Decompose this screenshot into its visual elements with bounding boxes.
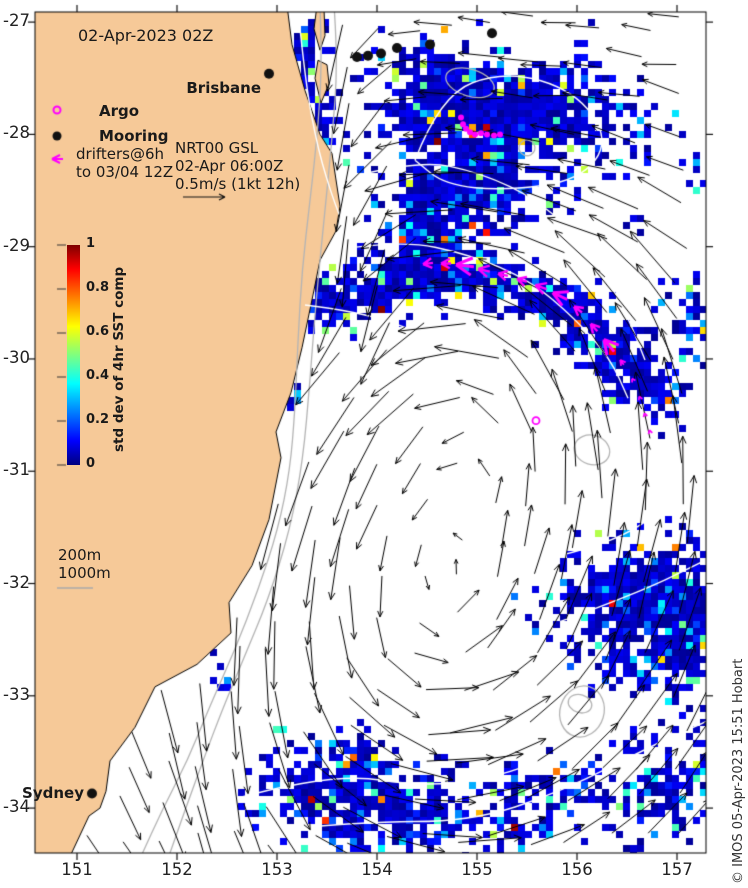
legend-argo-label: Argo [99, 102, 140, 120]
colorbar-gradient [67, 245, 80, 465]
y-tick-label: -31 [3, 460, 30, 480]
gsl-model-label: NRT00 GSL [175, 139, 259, 157]
y-tick-label: -28 [3, 123, 30, 143]
isobath-200m-label: 200m [58, 546, 102, 564]
x-tick-label: 154 [361, 860, 393, 879]
x-tick-label: 151 [61, 860, 93, 879]
y-tick-label: -27 [3, 11, 30, 31]
x-tick-label: 152 [161, 860, 193, 879]
isobath-1000m-label: 1000m [58, 564, 111, 582]
credit-text: © IMOS 05-Apr-2023 15:51 Hobart [731, 658, 746, 884]
y-tick-label: -32 [3, 572, 30, 592]
colorbar-title: std dev of 4hr SST comp [111, 266, 127, 452]
gsl-time-label: 02-Apr 06:00Z [175, 157, 284, 175]
x-tick-label: 156 [561, 860, 593, 879]
gsl-scale-label: 0.5m/s (1kt 12h) [175, 175, 301, 193]
city-label-brisbane: Brisbane [186, 78, 261, 97]
timestamp-label: 02-Apr-2023 02Z [78, 26, 214, 45]
legend-mooring-label: Mooring [99, 127, 169, 145]
city-label-sydney: Sydney [22, 784, 84, 803]
y-tick-label: -33 [3, 684, 30, 704]
legend-drifters-line2: to 03/04 12Z [76, 163, 174, 181]
legend-drifters-line1: drifters@6h [76, 145, 165, 163]
y-tick-label: -34 [3, 797, 30, 817]
colorbar-tick-label: 0 [86, 456, 96, 471]
y-tick-label: -29 [3, 235, 30, 255]
y-tick-label: -30 [3, 347, 30, 367]
colorbar-tick-label: 0.2 [86, 412, 110, 427]
colorbar-tick-label: 0.8 [86, 280, 110, 295]
x-tick-label: 153 [261, 860, 293, 879]
colorbar-tick-label: 0.4 [86, 368, 110, 383]
colorbar-tick-label: 1 [86, 236, 96, 251]
x-tick-label: 157 [661, 860, 693, 879]
colorbar-tick-label: 0.6 [86, 324, 110, 339]
x-tick-label: 155 [461, 860, 493, 879]
